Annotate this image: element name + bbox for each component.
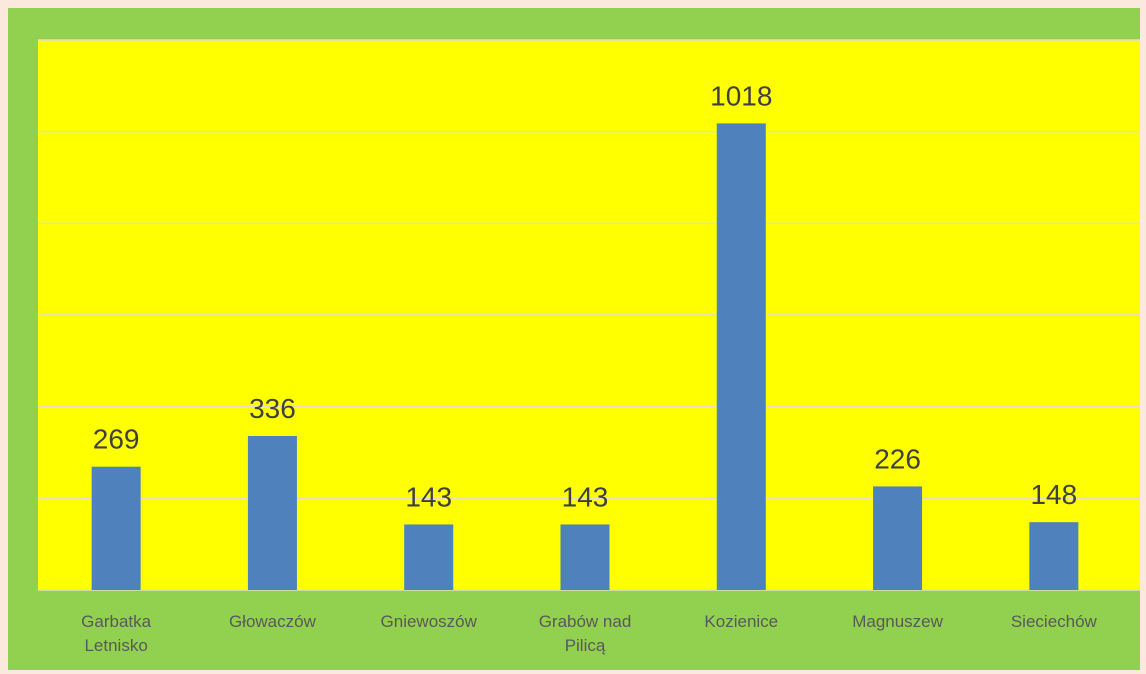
value-label: 336 — [249, 393, 296, 424]
bar — [716, 123, 766, 591]
value-label: 148 — [1030, 479, 1077, 510]
x-tick-label: Magnuszew — [852, 612, 943, 631]
value-label: 143 — [562, 481, 609, 512]
x-tick-label: Grabów nad Pilicą — [538, 612, 632, 655]
x-tick-label: Kozienice — [704, 612, 779, 631]
value-label: 226 — [874, 443, 921, 474]
bar — [404, 524, 454, 590]
bar — [1029, 522, 1079, 590]
bar — [560, 524, 610, 590]
x-tick-label: Sieciechów — [1010, 612, 1097, 631]
bar — [247, 436, 297, 590]
bar — [873, 486, 923, 590]
value-label: 1018 — [710, 80, 772, 111]
x-tick-label: Gniewoszów — [380, 612, 477, 631]
x-tick-label: Głowaczów — [228, 612, 316, 631]
value-label: 269 — [93, 424, 140, 455]
bar — [91, 466, 141, 590]
x-tick-label: Garbatka Letnisko — [81, 612, 152, 655]
value-label: 143 — [405, 481, 452, 512]
